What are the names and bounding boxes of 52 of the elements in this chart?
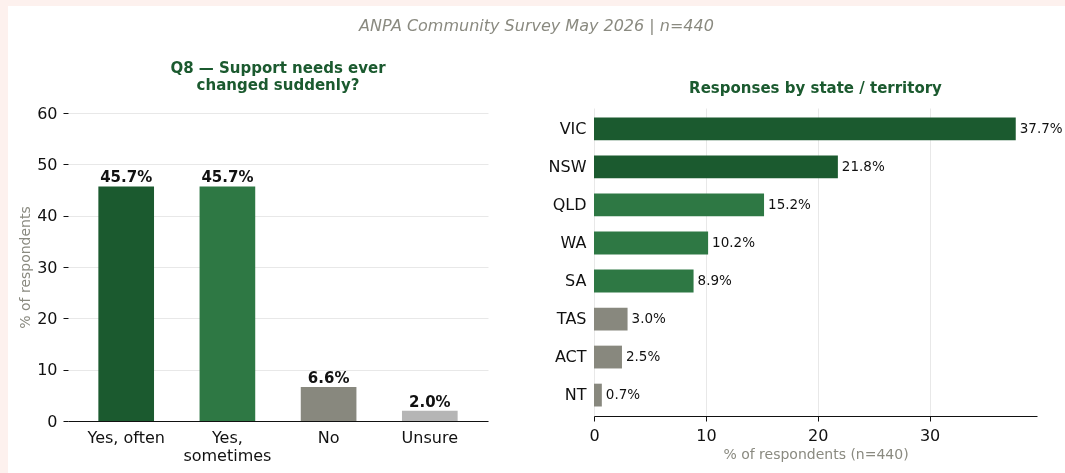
y-tick-label: 20 bbox=[37, 308, 58, 328]
x-tick-label: Yes, often bbox=[86, 427, 165, 447]
x-tick-label: 10 bbox=[696, 425, 717, 445]
y-tick-label: 50 bbox=[37, 154, 58, 174]
data-label: 10.2% bbox=[712, 233, 756, 250]
bar bbox=[594, 383, 602, 407]
bar bbox=[98, 186, 155, 421]
y-tick-label: 40 bbox=[37, 206, 58, 226]
y-tick-label: QLD bbox=[552, 194, 587, 214]
data-label: 45.7% bbox=[201, 168, 254, 187]
data-label: 2.5% bbox=[625, 348, 661, 365]
data-label: 8.9% bbox=[697, 272, 733, 289]
chart-title: Q8 — Support needs ever changed suddenly? bbox=[170, 59, 387, 94]
bar bbox=[594, 231, 709, 255]
y-tick-label: NSW bbox=[548, 156, 587, 176]
bar bbox=[594, 117, 1016, 141]
y-tick-label: NT bbox=[564, 385, 587, 405]
bar bbox=[594, 193, 765, 217]
y-tick-label: 60 bbox=[37, 103, 58, 123]
x-axis-title: % of respondents (n=440) bbox=[723, 445, 909, 462]
y-tick-label: SA bbox=[565, 271, 587, 291]
x-tick-label: 20 bbox=[808, 425, 829, 445]
data-label: 6.6% bbox=[307, 369, 350, 388]
y-tick-label: TAS bbox=[555, 309, 587, 329]
y-tick-label: 0 bbox=[47, 411, 58, 431]
x-tick-label: Yes, sometimes bbox=[183, 427, 272, 465]
data-label: 45.7% bbox=[100, 168, 153, 187]
data-label: 15.2% bbox=[768, 195, 812, 212]
bar bbox=[594, 345, 622, 369]
text: ANPA Community Survey May 2026 | n=440 bbox=[357, 16, 715, 35]
x-tick-label: 0 bbox=[589, 425, 600, 445]
x-tick-label: No bbox=[317, 427, 340, 447]
data-label: 0.7% bbox=[605, 386, 641, 403]
x-tick-label: Unsure bbox=[401, 427, 459, 447]
bar bbox=[199, 186, 256, 421]
data-label: 3.0% bbox=[631, 310, 667, 327]
data-label: 2.0% bbox=[409, 392, 451, 411]
chart-title: Responses by state / territory bbox=[689, 79, 943, 97]
bar bbox=[594, 307, 628, 331]
y-tick-label: VIC bbox=[559, 118, 587, 138]
y-tick-label: 30 bbox=[37, 257, 58, 277]
bar bbox=[594, 269, 694, 293]
y-tick-label: 10 bbox=[37, 360, 58, 380]
data-label: 37.7% bbox=[1019, 119, 1063, 136]
bar bbox=[300, 387, 357, 421]
y-tick-label: WA bbox=[560, 232, 587, 252]
bar bbox=[401, 410, 458, 421]
x-tick-label: 30 bbox=[919, 425, 941, 445]
y-axis-title: % of respondents bbox=[17, 206, 34, 329]
bar bbox=[594, 155, 838, 179]
y-tick-label: ACT bbox=[554, 347, 587, 367]
data-label: 21.8% bbox=[841, 157, 885, 174]
